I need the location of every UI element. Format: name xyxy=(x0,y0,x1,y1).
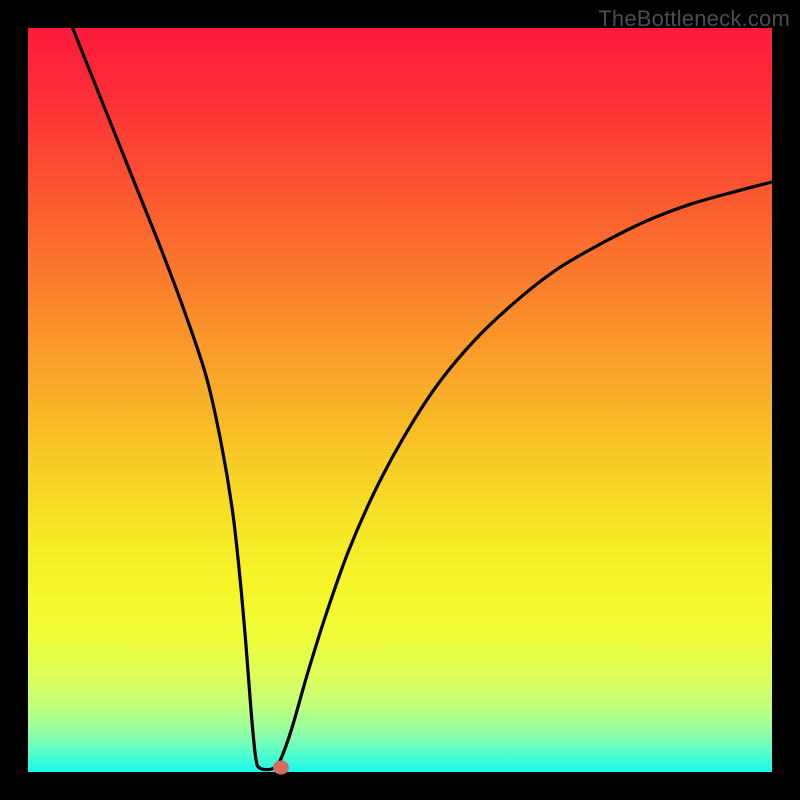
plot-background xyxy=(28,28,772,772)
optimal-point-marker xyxy=(273,761,289,775)
watermark-text: TheBottleneck.com xyxy=(598,6,790,32)
bottleneck-chart xyxy=(0,0,800,800)
chart-svg xyxy=(0,0,800,800)
